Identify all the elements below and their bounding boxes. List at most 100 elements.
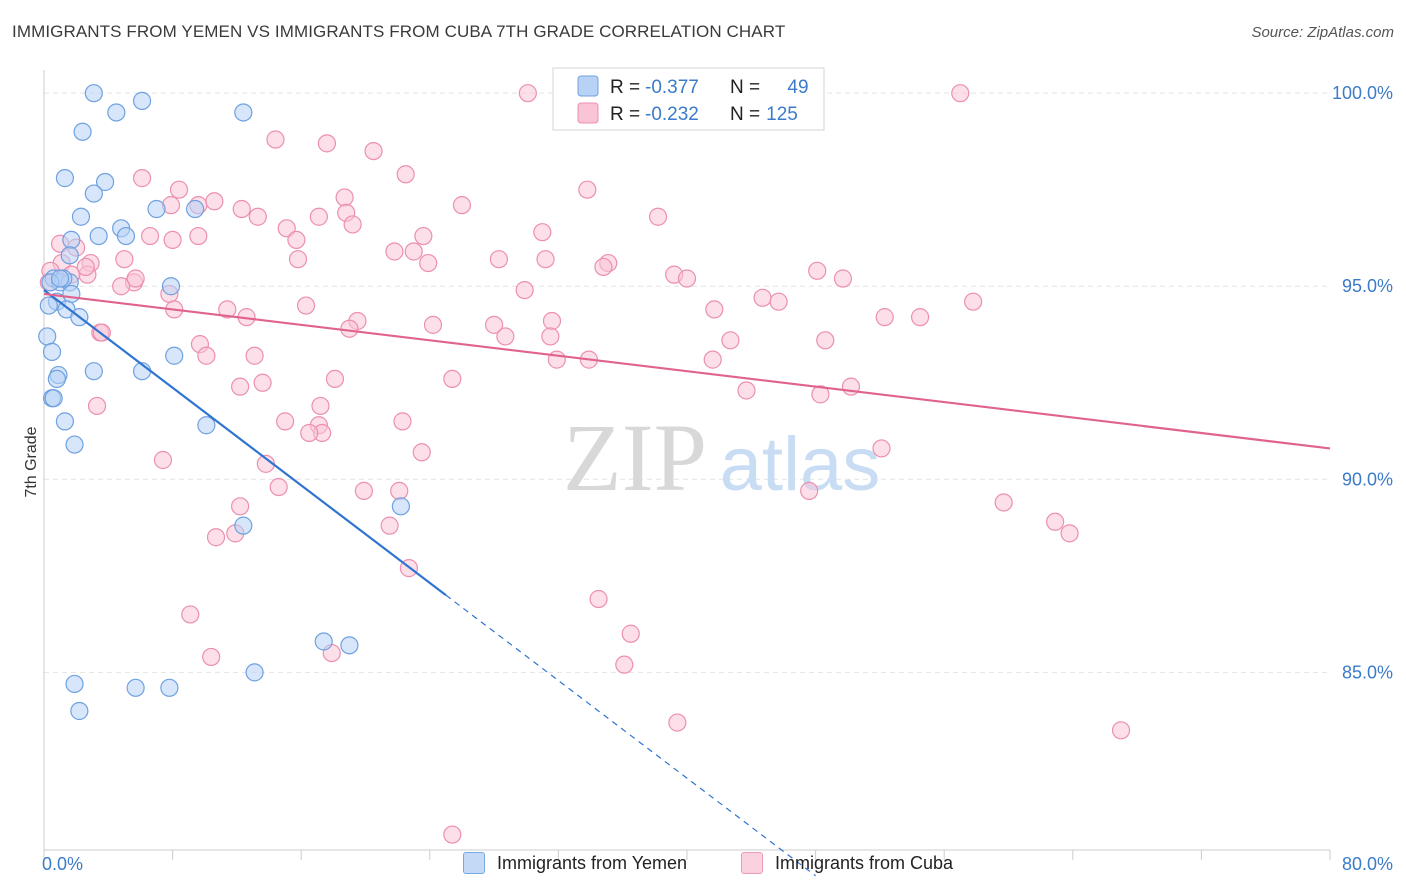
point-0-24: [39, 296, 58, 315]
point-1-3: [317, 134, 337, 153]
legend-n-value-cuba: 125: [766, 104, 798, 125]
point-1-99: [800, 481, 819, 500]
point-1-73: [197, 346, 216, 365]
point-1-91: [300, 423, 319, 443]
x-tick-label-1: 80.0%: [1342, 854, 1393, 874]
point-0-0: [84, 84, 103, 103]
point-0-45: [126, 678, 145, 697]
legend-label-cuba: Immigrants from Cuba: [775, 852, 954, 873]
point-1-53: [769, 292, 788, 311]
point-0-31: [47, 369, 66, 389]
y-tick-label-0: 100.0%: [1332, 83, 1393, 103]
point-1-14: [232, 199, 251, 219]
point-1-97: [269, 477, 288, 497]
point-1-117: [126, 269, 145, 288]
legend-label-yemen: Immigrants from Yemen: [497, 852, 688, 873]
y-tick-label-2: 90.0%: [1342, 469, 1393, 489]
point-0-7: [84, 184, 103, 203]
point-0-47: [70, 701, 89, 721]
point-1-30: [385, 242, 404, 261]
point-1-79: [253, 373, 272, 392]
stats-legend: R = -0.377 N = 49 R = -0.232 N = 125: [552, 67, 825, 131]
point-1-67: [340, 319, 359, 338]
point-1-69: [541, 327, 560, 346]
point-0-29: [165, 346, 184, 365]
point-0-42: [340, 636, 359, 655]
point-1-71: [816, 331, 835, 350]
point-0-23: [62, 284, 81, 304]
point-1-111: [202, 647, 221, 667]
point-1-64: [485, 315, 504, 334]
point-1-108: [589, 589, 608, 609]
point-1-100: [994, 493, 1013, 512]
series-legend: Immigrants from Yemen Immigrants from Cu…: [0, 852, 1406, 878]
point-0-21: [161, 277, 181, 296]
point-1-92: [412, 443, 431, 462]
point-0-36: [55, 412, 74, 431]
point-1-75: [547, 350, 566, 369]
point-0-10: [71, 207, 91, 226]
point-1-82: [737, 381, 756, 400]
point-1-83: [811, 385, 830, 404]
point-1-18: [648, 207, 668, 226]
point-1-81: [443, 369, 462, 389]
point-1-57: [296, 296, 316, 315]
point-1-77: [703, 350, 722, 369]
point-1-13: [452, 196, 472, 215]
point-1-59: [875, 308, 894, 327]
point-0-39: [391, 497, 410, 516]
trend-line-1: [43, 292, 1331, 450]
series-1-points: [39, 84, 1131, 844]
point-0-5: [55, 169, 74, 188]
point-1-104: [380, 516, 399, 535]
axes: [43, 70, 1331, 860]
point-1-55: [218, 300, 237, 319]
trend-line-0: [43, 289, 447, 597]
point-1-80: [325, 369, 345, 389]
point-0-44: [65, 674, 84, 694]
point-1-60: [910, 308, 930, 327]
point-0-28: [42, 342, 62, 361]
point-1-9: [335, 188, 354, 207]
legend-n-label-cuba: N =: [730, 104, 760, 125]
point-1-52: [753, 288, 772, 307]
series-0-points: [38, 84, 410, 721]
point-0-41: [314, 632, 333, 651]
point-1-49: [515, 280, 534, 300]
point-1-17: [309, 207, 328, 226]
chart-title: IMMIGRANTS FROM YEMEN VS IMMIGRANTS FROM…: [12, 22, 786, 41]
legend-r-value-yemen: -0.377: [645, 77, 699, 98]
point-0-6: [95, 172, 115, 192]
data-points: [38, 84, 1131, 844]
point-1-68: [496, 327, 515, 346]
point-0-43: [245, 663, 264, 682]
legend-swatch-yemen: [577, 75, 599, 97]
point-1-1: [951, 84, 970, 103]
point-1-6: [132, 169, 152, 188]
point-1-101: [231, 497, 250, 516]
point-1-2: [266, 130, 285, 149]
legend-swatch-cuba: [577, 102, 599, 124]
watermark-zip: ZIP: [563, 404, 707, 511]
point-1-114: [668, 713, 687, 732]
point-1-25: [414, 226, 433, 246]
point-0-48: [50, 269, 70, 288]
point-1-115: [1111, 721, 1131, 740]
point-1-21: [533, 223, 552, 242]
point-1-116: [443, 825, 462, 844]
y-tick-label-1: 95.0%: [1342, 276, 1393, 296]
point-0-46: [160, 678, 179, 697]
trend-lines: [43, 289, 1331, 877]
chart-source: Source: ZipAtlas.com: [1251, 24, 1394, 41]
point-1-87: [311, 396, 330, 416]
point-0-38: [65, 435, 84, 454]
point-0-37: [197, 416, 216, 435]
point-1-12: [205, 192, 224, 211]
legend-n-label-yemen: N =: [730, 77, 760, 98]
point-0-40: [234, 516, 253, 535]
x-tick-label-0: 0.0%: [42, 854, 83, 874]
point-0-1: [107, 103, 126, 122]
point-1-39: [594, 257, 613, 277]
point-1-5: [396, 165, 415, 184]
